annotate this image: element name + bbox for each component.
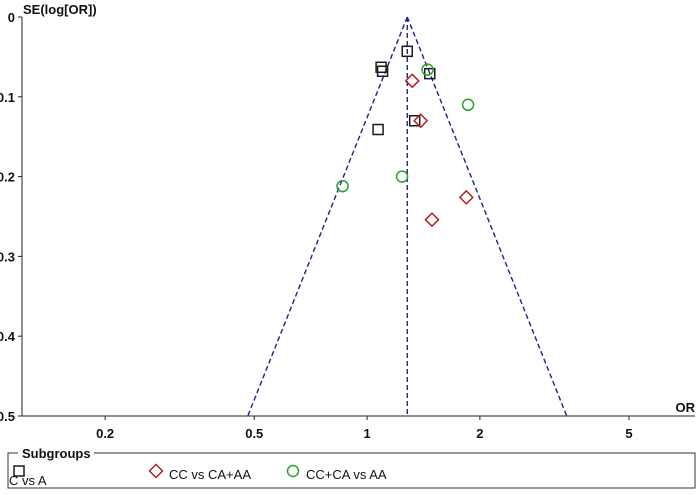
data-point-square (376, 65, 389, 78)
data-point-square (375, 61, 387, 74)
data-point-diamond (424, 212, 440, 228)
funnel-right-limit (406, 16, 568, 417)
legend-box (7, 452, 696, 489)
legend-items: C vs A CC vs CA+AA CC+CA vs AA (9, 463, 387, 488)
data-point-square (408, 114, 421, 127)
data-point-circle (461, 98, 475, 112)
legend-marker-diamond (148, 463, 164, 479)
x-axis-label: OR (676, 400, 696, 415)
x-tick-label: 0.2 (96, 426, 114, 441)
y-tick-label: 0.5 (0, 409, 15, 424)
data-point-square (401, 45, 414, 58)
legend-label: CC vs CA+AA (169, 467, 251, 482)
y-tick-label: 0.1 (0, 90, 15, 105)
y-tick-label: 0.3 (0, 249, 15, 264)
funnel-lines (247, 16, 568, 417)
legend-marker-square (13, 465, 25, 477)
y-tick-label: 0.2 (0, 170, 15, 185)
x-tick-label: 2 (476, 426, 483, 441)
legend-title: Subgroups (22, 446, 91, 461)
axes: 0 0.1 0.2 0.3 0.4 0.5 0.2 0.5 1 2 5 (0, 10, 695, 441)
legend-label: C vs A (9, 473, 47, 488)
data-point-diamond (404, 73, 420, 89)
x-tick-label: 0.5 (245, 426, 263, 441)
legend-title-bg (18, 446, 94, 460)
data-points (336, 45, 475, 228)
data-point-diamond (458, 189, 474, 205)
x-tick-label: 1 (363, 426, 370, 441)
data-point-diamond (413, 113, 429, 129)
legend-marker-circle (286, 464, 300, 478)
data-point-circle (395, 170, 409, 183)
data-point-circle (421, 63, 434, 76)
y-tick-label: 0 (8, 10, 15, 25)
legend-label: CC+CA vs AA (306, 467, 387, 482)
x-tick-label: 5 (625, 426, 632, 441)
legend: Subgroups C vs A CC vs CA+AA CC+CA vs AA (7, 446, 696, 489)
y-axis-label: SE(log[OR]) (23, 2, 97, 17)
y-tick-label: 0.4 (0, 329, 16, 344)
data-point-square (372, 123, 384, 136)
data-point-circle (336, 179, 349, 193)
